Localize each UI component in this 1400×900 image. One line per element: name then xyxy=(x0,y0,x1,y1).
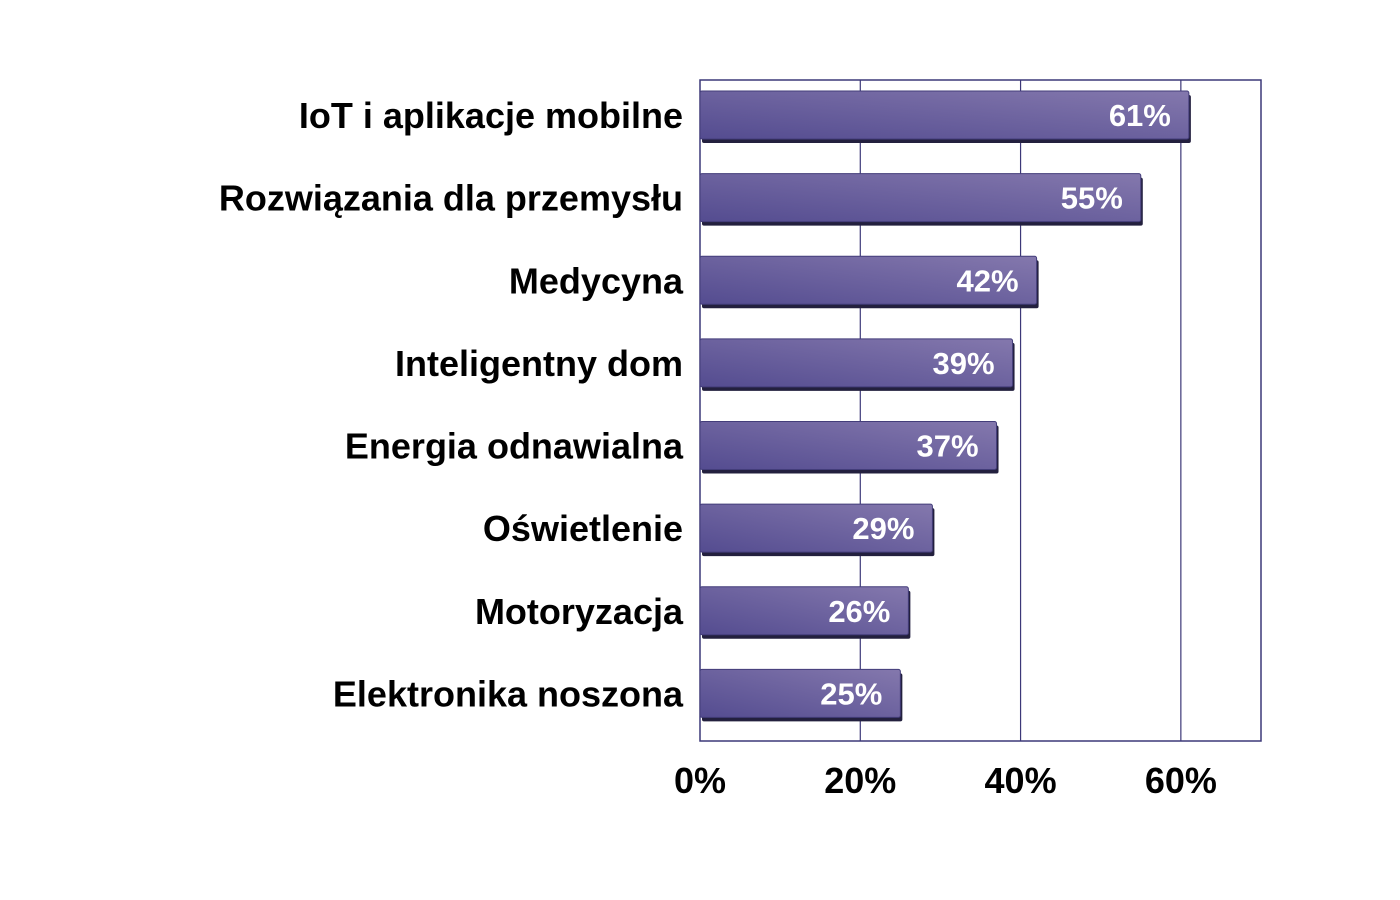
bar-value-label: 37% xyxy=(916,429,978,464)
bar xyxy=(699,586,909,636)
bar xyxy=(699,90,1190,140)
x-tick-label: 40% xyxy=(985,760,1057,801)
category-label: IoT i aplikacje mobilne xyxy=(299,95,683,136)
category-label: Medycyna xyxy=(509,260,684,301)
category-label: Elektronika noszona xyxy=(333,673,684,714)
x-tick-label: 20% xyxy=(824,760,896,801)
bar-value-label: 29% xyxy=(852,511,914,546)
bar-value-label: 55% xyxy=(1061,181,1123,216)
bar xyxy=(699,503,933,553)
bar-value-label: 61% xyxy=(1109,98,1171,133)
x-tick-label: 60% xyxy=(1145,760,1217,801)
bar xyxy=(699,255,1038,305)
category-label: Rozwiązania dla przemysłu xyxy=(219,178,683,219)
bar xyxy=(699,421,998,470)
bar xyxy=(699,338,1014,388)
bars: 61% 55% 42% 39% 37% 29% 26% 25% xyxy=(699,90,1191,722)
bar-value-label: 39% xyxy=(933,346,995,381)
category-labels: IoT i aplikacje mobilne Rozwiązania dla p… xyxy=(219,95,684,714)
category-label: Oświetlenie xyxy=(483,508,683,549)
bar-value-label: 25% xyxy=(820,676,882,711)
plot-area: 61% 55% 42% 39% 37% 29% 26% 25% xyxy=(699,79,1262,742)
bar-value-label: 26% xyxy=(828,594,890,629)
category-label: Motoryzacja xyxy=(475,591,684,632)
bar-value-label: 42% xyxy=(957,263,1019,298)
x-axis-tick-labels: 0% 20% 40% 60% xyxy=(674,760,1217,801)
category-label: Energia odnawialna xyxy=(345,426,684,467)
bar xyxy=(699,173,1142,223)
x-tick-label: 0% xyxy=(674,760,726,801)
category-label: Inteligentny dom xyxy=(395,343,683,384)
bar xyxy=(699,668,901,718)
